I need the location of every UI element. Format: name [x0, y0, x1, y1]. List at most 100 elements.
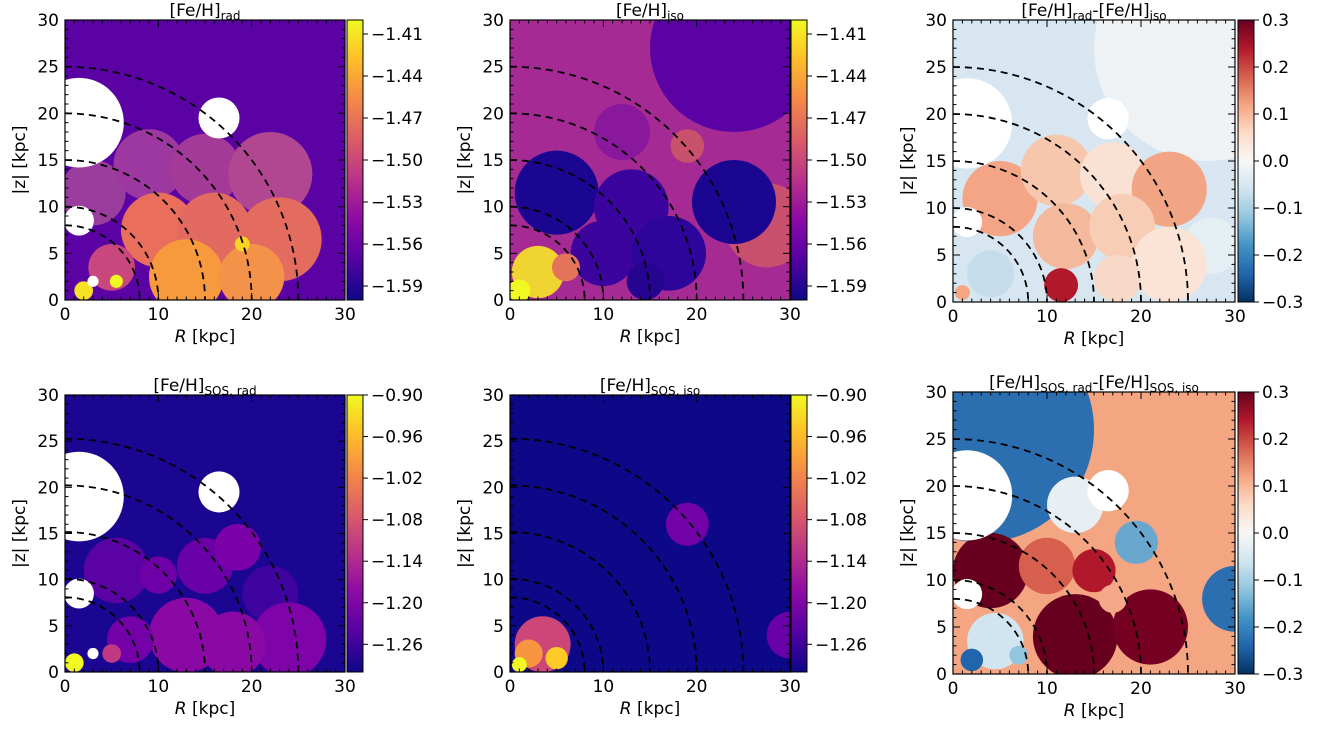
metallicity-region: [1079, 142, 1146, 209]
radius-circle: [510, 437, 745, 672]
y-axis-label: |z| [kpc]: [898, 126, 918, 195]
radius-circle: [953, 66, 1189, 302]
y-tick-label: 0: [48, 291, 59, 311]
radius-circle: [510, 112, 698, 300]
x-axis-label: R [kpc]: [620, 327, 680, 347]
empty-region: [87, 275, 99, 287]
metallicity-region: [1094, 20, 1235, 161]
colorbar-tick-label: −1.26: [815, 635, 867, 655]
metallicity-region: [665, 502, 709, 546]
colorbar-tick-label: 0.2: [1262, 58, 1289, 78]
panel-4: 0 10 20 30 0 5 10 15 20 25 30 R [kpc] |z| [kpc] [Fe/H…: [10, 376, 423, 719]
empty-region: [87, 647, 99, 660]
radius-circle: [65, 577, 160, 672]
radius-circle: [65, 531, 206, 672]
y-tick-label: 5: [936, 618, 947, 638]
metallicity-region: [1032, 594, 1118, 674]
x-tick-label: 10: [148, 677, 170, 697]
colorbar-tick-label: −1.50: [371, 151, 423, 171]
empty-region: [953, 450, 1013, 541]
metallicity-region: [65, 653, 84, 672]
metallicity-region: [514, 150, 599, 235]
x-tick-label: 20: [1130, 679, 1152, 699]
radius-circle: [65, 224, 141, 300]
plot-area: [510, 20, 790, 300]
y-tick-label: 25: [37, 432, 59, 452]
y-axis-label: |z| [kpc]: [455, 125, 475, 194]
y-tick-label: 15: [37, 151, 59, 171]
colorbar-tick-label: −1.20: [815, 594, 867, 614]
empty-region: [65, 77, 124, 168]
x-tick-label: 30: [1224, 679, 1246, 699]
metallicity-region: [1131, 151, 1207, 227]
x-tick-label: 30: [334, 305, 356, 325]
metallicity-region: [1098, 584, 1127, 613]
colorbar-tick-label: −0.90: [371, 386, 423, 406]
y-tick-label: 10: [482, 571, 504, 591]
empty-region: [953, 207, 983, 238]
colorbar-tick-label: 0.3: [1262, 11, 1289, 31]
metallicity-region: [626, 262, 664, 300]
y-tick-label: 30: [482, 11, 504, 31]
metallicity-region: [219, 244, 285, 300]
empty-region: [65, 578, 94, 609]
colorbar-tick-label: −1.14: [371, 552, 423, 572]
panel-title: [Fe/H]SOS, rad-[Fe/H]SOS, iso: [989, 373, 1199, 395]
metallicity-region: [1112, 589, 1188, 665]
x-tick-label: 0: [505, 677, 516, 697]
colorbar: [790, 394, 808, 673]
empty-region: [1087, 470, 1129, 512]
x-axis-label: R [kpc]: [1064, 329, 1124, 349]
x-tick-label: 30: [1224, 307, 1246, 327]
colorbar: [1237, 391, 1255, 675]
metallicity-region: [1094, 255, 1141, 302]
empty-region: [953, 78, 1013, 169]
radius-circle: [65, 65, 300, 300]
radius-circle: [953, 438, 1189, 674]
y-tick-label: 5: [936, 246, 947, 266]
metallicity-region: [967, 250, 1015, 298]
metallicity-region: [169, 133, 241, 205]
radius-circle: [65, 437, 300, 672]
empty-region: [198, 97, 240, 139]
colorbar-tick-label: −0.3: [1262, 665, 1303, 685]
colorbar-tick-label: −1.56: [815, 235, 867, 255]
radius-circle: [510, 159, 651, 300]
y-axis-label: |z| [kpc]: [898, 498, 918, 567]
metallicity-region: [1032, 203, 1099, 270]
colorbar-tick-label: −1.50: [815, 151, 867, 171]
panel-5: 0 10 20 30 0 5 10 15 20 25 30 R [kpc] |z| [kpc] [Fe/H…: [455, 376, 867, 719]
metallicity-region: [766, 611, 790, 659]
metallicity-region: [1044, 268, 1079, 302]
x-axis-label: R [kpc]: [175, 699, 235, 719]
y-tick-label: 15: [925, 152, 947, 172]
colorbar-tick-label: −1.47: [815, 109, 867, 129]
metallicity-region: [83, 537, 149, 604]
metallicity-region: [200, 611, 266, 672]
colorbar-tick-label: 0.0: [1262, 524, 1289, 544]
radius-circle: [510, 596, 586, 672]
colorbar-tick-label: −1.53: [371, 193, 423, 213]
x-tick-label: 0: [60, 677, 71, 697]
colorbar-tick-label: −0.1: [1262, 199, 1303, 219]
x-tick-label: 20: [686, 677, 708, 697]
metallicity-region: [1114, 520, 1158, 565]
colorbar-tick-label: −1.44: [371, 67, 423, 87]
radius-circle: [953, 532, 1095, 674]
x-tick-label: 20: [241, 677, 263, 697]
x-tick-label: 10: [1036, 679, 1058, 699]
metallicity-region: [1018, 537, 1076, 595]
colorbar-tick-label: −1.08: [371, 511, 423, 531]
x-axis-label: R [kpc]: [175, 327, 235, 347]
y-tick-label: 30: [37, 386, 59, 406]
panel-2: 0 10 20 30 0 5 10 15 20 25 30 R [kpc] |z| [kpc] [Fe/H…: [455, 1, 867, 347]
x-tick-label: 0: [948, 679, 959, 699]
plot-area: [953, 20, 1235, 302]
radius-circle: [953, 160, 1095, 302]
radius-circle: [65, 484, 253, 672]
colorbar-tick-label: 0.3: [1262, 383, 1289, 403]
y-tick-label: 20: [37, 104, 59, 124]
plot-area: [953, 392, 1235, 674]
y-tick-label: 30: [482, 386, 504, 406]
x-tick-label: 10: [593, 677, 615, 697]
